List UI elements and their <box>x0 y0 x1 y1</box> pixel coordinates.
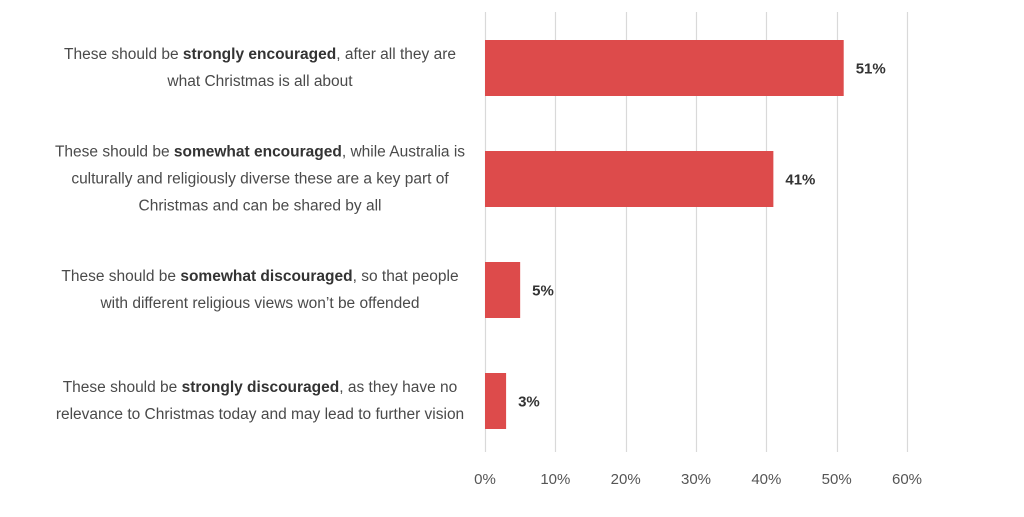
category-label-2: These should be somewhat discouraged, so… <box>50 263 470 317</box>
data-label-3: 3% <box>518 394 540 411</box>
x-tick-label-3: 30% <box>681 471 711 488</box>
category-label-2-post: , so that people with different religiou… <box>100 268 459 312</box>
category-label-3-pre: These should be <box>62 379 182 396</box>
x-tick-label-2: 20% <box>611 471 641 488</box>
bar-2 <box>485 262 521 318</box>
category-label-1-bold: somewhat encouraged <box>173 143 342 161</box>
category-label-1-post: , while Australia is culturally and reli… <box>71 143 466 215</box>
category-label-0-bold: strongly encouraged <box>182 46 337 63</box>
data-label-1: 41% <box>785 172 815 189</box>
x-tick-label-4: 40% <box>751 471 781 488</box>
category-label-2-pre: These should be <box>61 268 181 285</box>
x-tick-label-5: 50% <box>822 471 852 488</box>
category-label-3: These should be strongly discouraged, as… <box>50 374 470 428</box>
data-label-0: 51% <box>856 61 886 78</box>
category-label-2-bold: somewhat discouraged <box>180 268 353 285</box>
category-label-0-post: , after all they are what Christmas is a… <box>167 46 456 90</box>
category-label-1: These should be somewhat encouraged, whi… <box>50 139 470 220</box>
bar-1 <box>485 151 774 207</box>
category-label-0-pre: These should be <box>64 46 183 63</box>
bar-3 <box>485 373 507 429</box>
data-label-2: 5% <box>532 283 554 300</box>
category-label-0: These should be strongly encouraged, aft… <box>50 41 470 95</box>
bar-0 <box>485 40 844 96</box>
x-tick-label-0: 0% <box>474 471 496 488</box>
category-label-1-pre: These should be <box>54 143 174 161</box>
category-label-3-bold: strongly discouraged <box>181 379 340 396</box>
x-tick-label-6: 60% <box>892 471 922 488</box>
category-label-3-post: , as they have no relevance to Christmas… <box>55 379 465 423</box>
x-tick-label-1: 10% <box>540 471 570 488</box>
